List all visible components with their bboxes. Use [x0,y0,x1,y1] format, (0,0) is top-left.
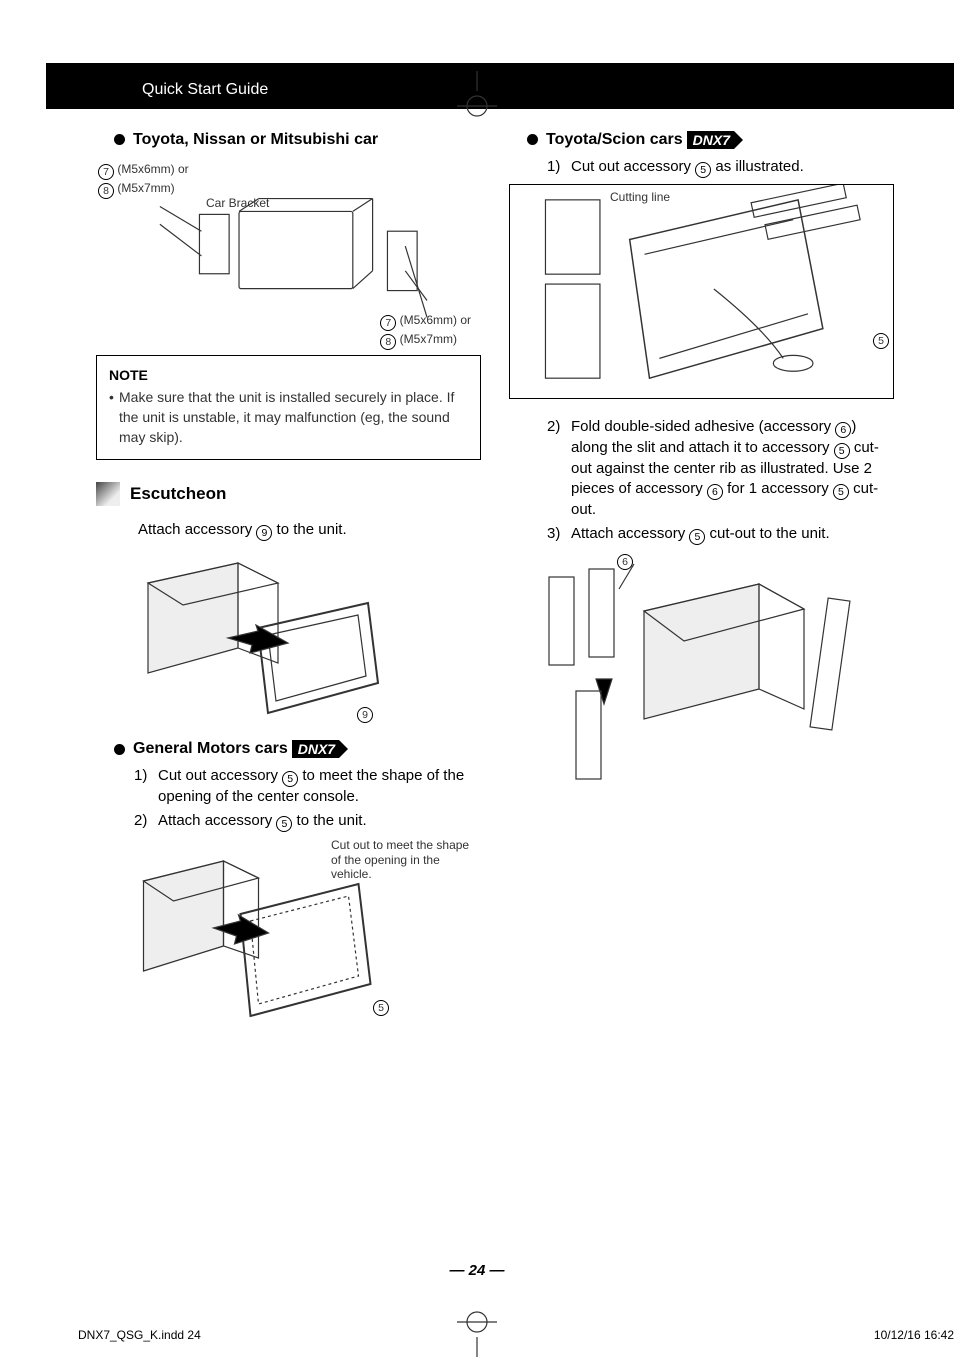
footer-file: DNX7_QSG_K.indd 24 [78,1328,201,1342]
scion-step-1: 1) Cut out accessory 5 as illustrated. [547,157,894,178]
dnx7-badge: DNX7 [292,740,339,758]
callout-6b: 6 [707,484,723,500]
escutcheon-diagram: 9 [138,553,398,728]
escutcheon-heading: Escutcheon [96,482,481,506]
callout-7b: 7 [380,315,396,331]
label-m5x6-top: (M5x6mm) or [117,162,188,176]
callout-7: 7 [98,164,114,180]
scion-diagram-1: Cutting line 5 [509,184,894,399]
escutcheon-heading-text: Escutcheon [130,483,226,506]
label-car-bracket: Car Bracket [206,195,269,211]
note-item: Make sure that the unit is installed sec… [109,388,468,447]
note-box: NOTE Make sure that the unit is installe… [96,355,481,461]
callout-5g: 5 [833,484,849,500]
dnx7-badge-2: DNX7 [687,131,734,149]
toyota-diagram: 7 (M5x6mm) or 8 (M5x7mm) Car Bracket 7 (… [96,157,481,345]
callout-8: 8 [98,183,114,199]
callout-5d: 5 [695,162,711,178]
gm-heading: General Motors cars DNX7 [114,738,481,760]
gm-step-2: 2) Attach accessory 5 to the unit. [134,811,481,832]
label-m5x7-top: (M5x7mm) [117,181,174,195]
header-title: Quick Start Guide [142,81,268,98]
gm-caption: Cut out to meet the shape of the opening… [331,838,481,881]
callout-5h: 5 [689,529,705,545]
callout-5c: 5 [373,1000,389,1016]
gm-heading-text: General Motors cars [133,738,288,760]
gm-diagram: Cut out to meet the shape of the opening… [96,836,481,1021]
scion-diagram-2: 6 [509,549,894,784]
callout-5f: 5 [834,443,850,459]
callout-9: 9 [256,525,272,541]
label-m5x6-bot: (M5x6mm) or [400,313,471,327]
label-cutting-line: Cutting line [610,189,670,205]
section-marker-icon [96,482,120,506]
scion-step-3: 3) Attach accessory 5 cut-out to the uni… [547,524,894,545]
callout-6: 6 [835,422,851,438]
page-number: — 24 — [449,1262,504,1279]
footer-date: 10/12/16 16:42 [874,1328,954,1342]
callout-5: 5 [282,771,298,787]
label-m5x7-bot: (M5x7mm) [400,332,457,346]
header-bar: Quick Start Guide [46,63,954,109]
toyota-heading: Toyota, Nissan or Mitsubishi car [114,129,481,151]
scion-heading-text: Toyota/Scion cars [546,129,683,151]
callout-6c: 6 [617,554,633,570]
callout-5e: 5 [873,333,889,349]
callout-5b: 5 [276,816,292,832]
scion-step-2: 2) Fold double-sided adhesive (accessory… [547,417,894,521]
callout-9b: 9 [357,707,373,723]
note-title: NOTE [109,366,468,385]
toyota-heading-text: Toyota, Nissan or Mitsubishi car [133,129,378,151]
callout-8b: 8 [380,334,396,350]
escutcheon-body: Attach accessory 9 to the unit. [138,520,481,541]
scion-heading: Toyota/Scion cars DNX7 [527,129,894,151]
gm-step-1: 1) Cut out accessory 5 to meet the shape… [134,766,481,807]
